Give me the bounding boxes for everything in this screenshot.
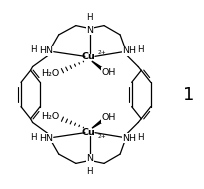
Text: NH: NH: [122, 134, 136, 143]
Polygon shape: [92, 61, 106, 72]
Text: 2+: 2+: [98, 134, 106, 139]
Text: HN: HN: [39, 134, 53, 143]
Text: 2+: 2+: [98, 50, 106, 55]
Polygon shape: [92, 118, 106, 128]
Text: 1: 1: [183, 85, 194, 104]
Text: N: N: [86, 154, 93, 163]
Text: H: H: [30, 133, 37, 142]
Text: H₂O: H₂O: [42, 69, 60, 77]
Text: H₂O: H₂O: [42, 112, 60, 121]
Text: HN: HN: [39, 46, 53, 55]
Text: H: H: [137, 45, 144, 54]
Text: N: N: [86, 26, 93, 35]
Text: NH: NH: [122, 46, 136, 55]
Text: OH: OH: [102, 68, 116, 77]
Text: H: H: [87, 13, 93, 22]
Text: Cu: Cu: [81, 52, 95, 61]
Text: H: H: [137, 133, 144, 142]
Text: OH: OH: [102, 113, 116, 122]
Text: H: H: [87, 167, 93, 176]
Text: H: H: [30, 45, 37, 54]
Text: Cu: Cu: [81, 128, 95, 137]
